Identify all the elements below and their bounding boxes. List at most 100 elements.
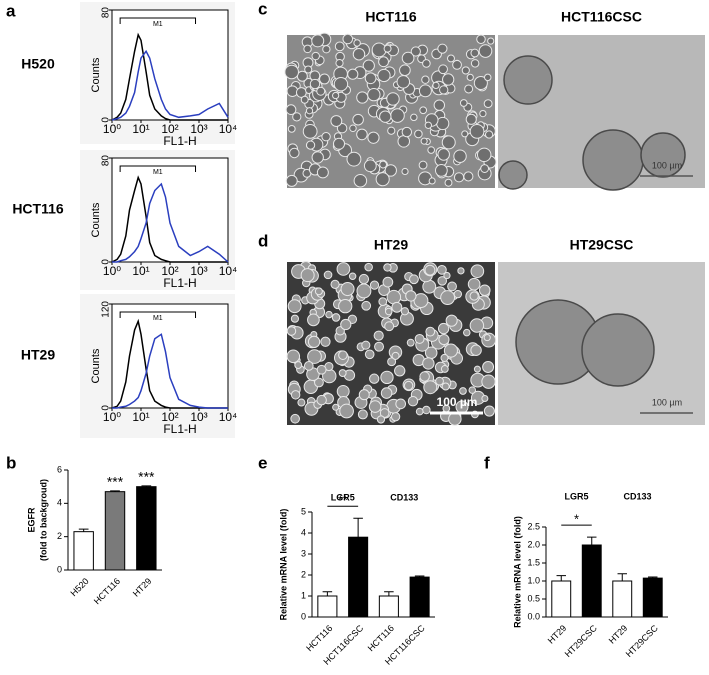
cell xyxy=(422,59,431,68)
cell xyxy=(297,398,306,407)
y-tick-label: 0 xyxy=(301,611,306,621)
y-axis-label: Relative mRNA level (fold) xyxy=(278,509,288,621)
cell xyxy=(338,350,348,360)
bar xyxy=(642,577,663,618)
cell xyxy=(361,300,372,311)
x-axis-label: FL1-H xyxy=(163,422,196,436)
cell xyxy=(447,281,457,292)
cell xyxy=(470,264,485,279)
cell xyxy=(338,369,347,378)
bar xyxy=(409,576,430,618)
histogram-line xyxy=(112,182,229,263)
cell xyxy=(396,75,411,89)
y-tick-label: 120 xyxy=(101,301,112,318)
cell xyxy=(420,137,428,145)
cell xyxy=(322,45,331,54)
cell xyxy=(314,377,324,388)
cell xyxy=(352,47,366,61)
significance: * xyxy=(574,512,579,527)
cell xyxy=(289,147,300,159)
cell xyxy=(484,73,492,82)
panel-letter: a xyxy=(6,1,16,20)
cell xyxy=(290,314,299,323)
error-bar xyxy=(78,528,89,532)
cell xyxy=(285,104,297,115)
x-tick-label: 10² xyxy=(161,122,178,136)
cell xyxy=(399,64,411,77)
error-bar xyxy=(648,576,658,579)
cell xyxy=(352,113,364,126)
cell xyxy=(305,140,316,150)
cell xyxy=(353,173,368,188)
cell xyxy=(330,115,343,127)
gate-label: M1 xyxy=(153,169,163,176)
cell xyxy=(358,389,370,401)
y-axis-label: (fold to backgroud) xyxy=(38,479,48,561)
micrograph xyxy=(498,262,705,425)
x-tick-label: HT29 xyxy=(131,576,154,599)
micrograph-title: HCT116CSC xyxy=(561,9,642,25)
cell xyxy=(330,279,340,289)
histogram-line xyxy=(111,318,228,409)
x-tick-label: HCT116 xyxy=(92,576,122,606)
gate-label: M1 xyxy=(153,315,163,322)
cell xyxy=(376,415,386,424)
cell xyxy=(453,172,465,183)
cell xyxy=(406,338,415,347)
x-tick-label: 10¹ xyxy=(132,264,149,278)
cell xyxy=(320,336,331,347)
group-label: CD133 xyxy=(623,491,651,501)
x-tick-label: 10³ xyxy=(190,410,207,424)
micrograph-title: HT29 xyxy=(374,237,408,253)
gate xyxy=(119,165,197,172)
cell xyxy=(464,84,474,94)
cell xyxy=(364,349,375,360)
cell xyxy=(387,126,396,135)
plot-area xyxy=(111,9,229,121)
micrograph-title: HCT116 xyxy=(365,9,417,25)
cell xyxy=(427,146,436,154)
group-label: LGR5 xyxy=(331,492,355,502)
y-tick-label: 4 xyxy=(301,527,306,537)
cell xyxy=(444,178,453,187)
cell xyxy=(468,386,477,394)
error-bar xyxy=(617,573,627,581)
row-label: H520 xyxy=(21,56,55,72)
cell xyxy=(401,167,409,176)
cell xyxy=(482,361,495,373)
y-tick-label: 1.0 xyxy=(527,575,540,585)
cell xyxy=(470,48,480,58)
cell xyxy=(290,413,300,424)
micrograph xyxy=(286,260,497,426)
cell xyxy=(391,351,400,360)
cell xyxy=(401,126,413,138)
cell xyxy=(332,403,340,411)
cell xyxy=(463,171,474,182)
cell xyxy=(383,44,392,53)
cell xyxy=(476,34,486,45)
cell xyxy=(334,41,345,52)
cell xyxy=(473,365,481,373)
y-tick-label: 80 xyxy=(101,155,112,167)
x-tick-label: 10⁴ xyxy=(219,122,238,136)
group-label: LGR5 xyxy=(564,491,588,501)
cell xyxy=(453,289,463,299)
cell xyxy=(332,137,346,150)
cell xyxy=(349,124,357,133)
cell xyxy=(467,277,481,291)
cell xyxy=(437,322,450,335)
x-tick-label: HT29CSC xyxy=(624,623,660,659)
cell xyxy=(286,85,299,98)
x-tick-label: 10⁰ xyxy=(103,410,121,424)
cell xyxy=(447,54,455,63)
cell xyxy=(348,272,357,280)
cell xyxy=(459,99,468,107)
cell xyxy=(478,44,493,58)
bar xyxy=(378,595,399,618)
cell xyxy=(433,99,446,111)
cell xyxy=(339,403,354,419)
cell xyxy=(309,78,321,90)
cell xyxy=(405,290,417,302)
x-tick-label: HCT116 xyxy=(304,623,334,653)
scale-bar-label: 100 µm xyxy=(652,160,682,170)
